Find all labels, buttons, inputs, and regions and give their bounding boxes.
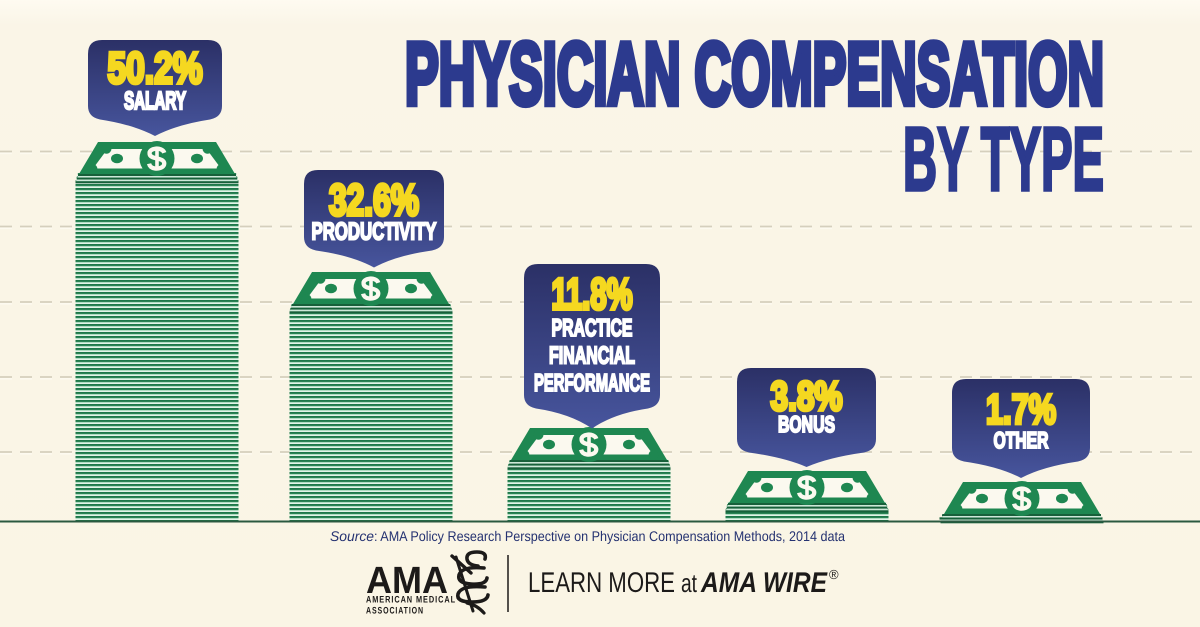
svg-text:PHYSICIAN COMPENSATION: PHYSICIAN COMPENSATION [405,24,1104,123]
svg-text:PERFORMANCE: PERFORMANCE [534,370,650,397]
svg-text:3.8%: 3.8% [771,373,843,419]
svg-text:PRODUCTIVITY: PRODUCTIVITY [312,219,437,246]
svg-text:at: at [681,568,698,598]
svg-text:OTHER: OTHER [994,427,1049,453]
svg-text:11.8%: 11.8% [552,270,633,319]
svg-text:BY TYPE: BY TYPE [903,110,1104,210]
svg-text:PRACTICE: PRACTICE [552,315,633,342]
svg-text:BONUS: BONUS [778,411,835,437]
svg-text:SALARY: SALARY [124,87,186,115]
svg-text:50.2%: 50.2% [108,44,203,93]
svg-text:1.7%: 1.7% [986,386,1056,433]
svg-text:AMA: AMA [366,560,448,602]
svg-text:32.6%: 32.6% [329,176,419,225]
svg-text:®: ® [829,567,839,582]
svg-text:AMERICAN MEDICAL: AMERICAN MEDICAL [366,595,456,606]
svg-text:Source: Source [330,528,374,544]
svg-text:LEARN MORE: LEARN MORE [528,567,675,599]
svg-text:FINANCIAL: FINANCIAL [549,343,635,370]
svg-text:ASSOCIATION: ASSOCIATION [366,606,424,617]
svg-text:AMA WIRE: AMA WIRE [700,567,828,599]
svg-text:: AMA Policy Research Perspect: : AMA Policy Research Perspective on Phy… [374,528,845,544]
